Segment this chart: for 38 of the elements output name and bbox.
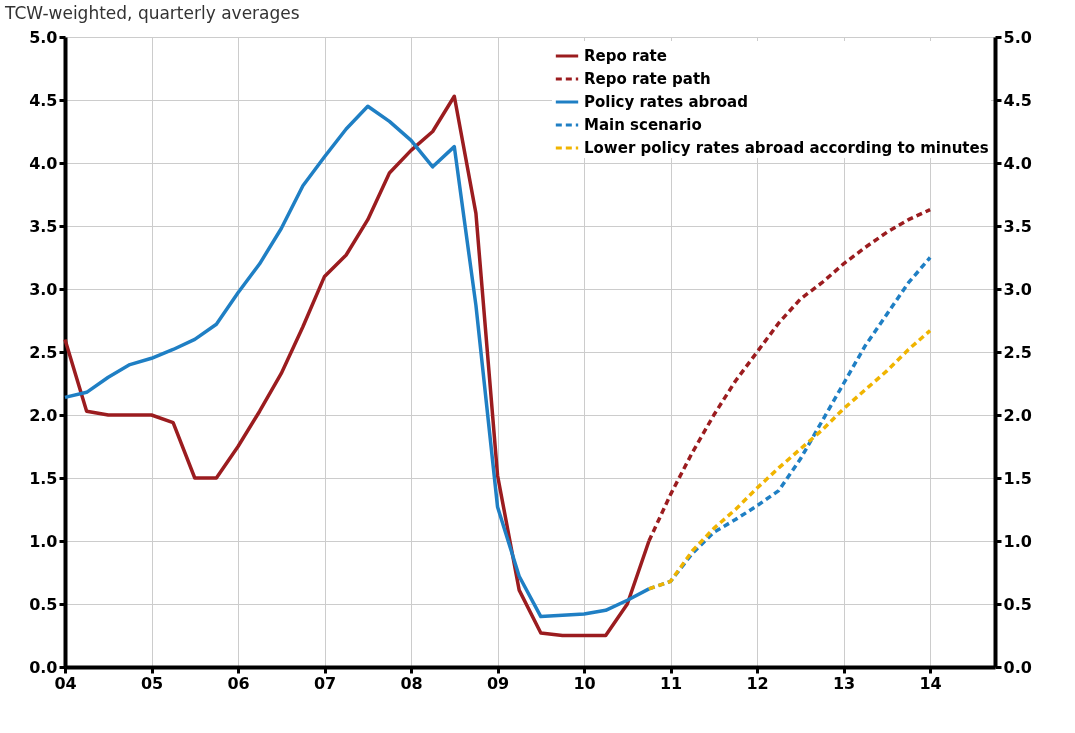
y2-tick-label: 1.0: [1003, 531, 1032, 551]
chart-title: TCW-weighted, quarterly averages: [4, 3, 300, 23]
y-tick-label: 4.0: [29, 153, 58, 173]
x-tick-label: 05: [140, 673, 164, 693]
x-tick-label: 12: [746, 673, 769, 693]
legend-label: Policy rates abroad: [584, 93, 748, 111]
y-tick-label: 1.5: [29, 468, 58, 488]
y-tick-label: 3.5: [29, 216, 58, 236]
y2-tick-label: 0.0: [1003, 657, 1032, 677]
legend-label: Lower policy rates abroad according to minutes: [584, 139, 989, 157]
x-tick-label: 06: [227, 673, 250, 693]
y2-tick-label: 5.0: [1003, 27, 1032, 47]
legend-label: Repo rate: [584, 47, 667, 65]
x-tick-label: 14: [919, 673, 942, 693]
y2-tick-label: 2.0: [1003, 405, 1032, 425]
y2-tick-label: 0.5: [1003, 594, 1032, 614]
y-tick-label: 0.5: [29, 594, 58, 614]
y-tick-label: 4.5: [29, 90, 58, 110]
y2-tick-label: 3.0: [1003, 279, 1032, 299]
x-tick-label: 08: [400, 673, 423, 693]
y-tick-label: 2.5: [29, 342, 58, 362]
x-tick-label: 11: [659, 673, 683, 693]
y-tick-label: 2.0: [29, 405, 58, 425]
x-tick-label: 13: [832, 673, 856, 693]
y2-tick-label: 2.5: [1003, 342, 1032, 362]
legend-label: Repo rate path: [584, 70, 711, 88]
line-series: [647, 328, 932, 591]
x-tick-label: 10: [573, 673, 596, 693]
x-tick-label: 09: [486, 673, 510, 693]
y2-tick-label: 4.0: [1003, 153, 1032, 173]
y2-tick-label: 1.5: [1003, 468, 1032, 488]
y-tick-label: 3.0: [29, 279, 58, 299]
y2-tick-label: 3.5: [1003, 216, 1032, 236]
y-tick-label: 1.0: [29, 531, 58, 551]
y2-tick-label: 4.5: [1003, 90, 1032, 110]
x-tick-label: 07: [313, 673, 337, 693]
y-tick-label: 5.0: [29, 27, 58, 47]
legend-label: Main scenario: [584, 116, 702, 134]
